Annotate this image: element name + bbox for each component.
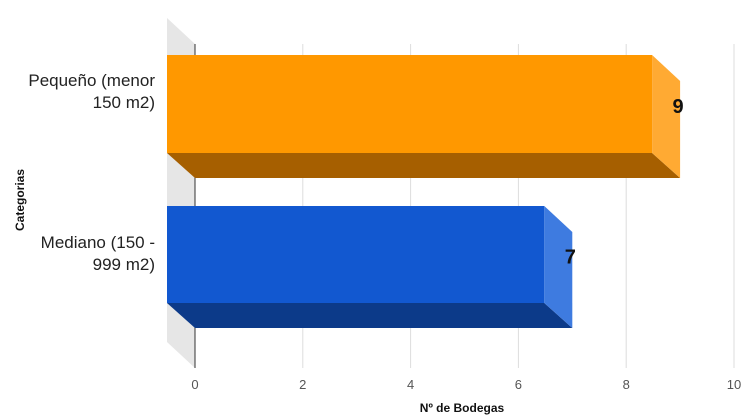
- x-tick-label: 4: [407, 377, 414, 392]
- x-axis-title: Nº de Bodegas: [419, 401, 505, 415]
- y-axis-title: Categorias: [13, 168, 27, 232]
- category-label-0: Pequeño (menor 150 m2): [28, 71, 155, 112]
- x-tick-label: 0: [191, 377, 198, 392]
- x-tick-label: 2: [299, 377, 306, 392]
- bar-shadow-face: [167, 303, 573, 328]
- x-tick-label: 10: [727, 377, 741, 392]
- data-label: 7: [565, 247, 576, 269]
- x-tick-label: 6: [515, 377, 522, 392]
- bar-front-face: [167, 206, 545, 303]
- bar-side-face: [652, 55, 681, 178]
- bar: [167, 55, 681, 178]
- bar-front-face: [167, 55, 653, 153]
- x-tick-label: 8: [623, 377, 630, 392]
- bar-shadow-face: [167, 153, 681, 178]
- category-label-1: Mediano (150 - 999 m2): [40, 233, 155, 274]
- data-label: 9: [673, 96, 684, 118]
- bar: [167, 206, 573, 328]
- bar-side-face: [544, 206, 573, 328]
